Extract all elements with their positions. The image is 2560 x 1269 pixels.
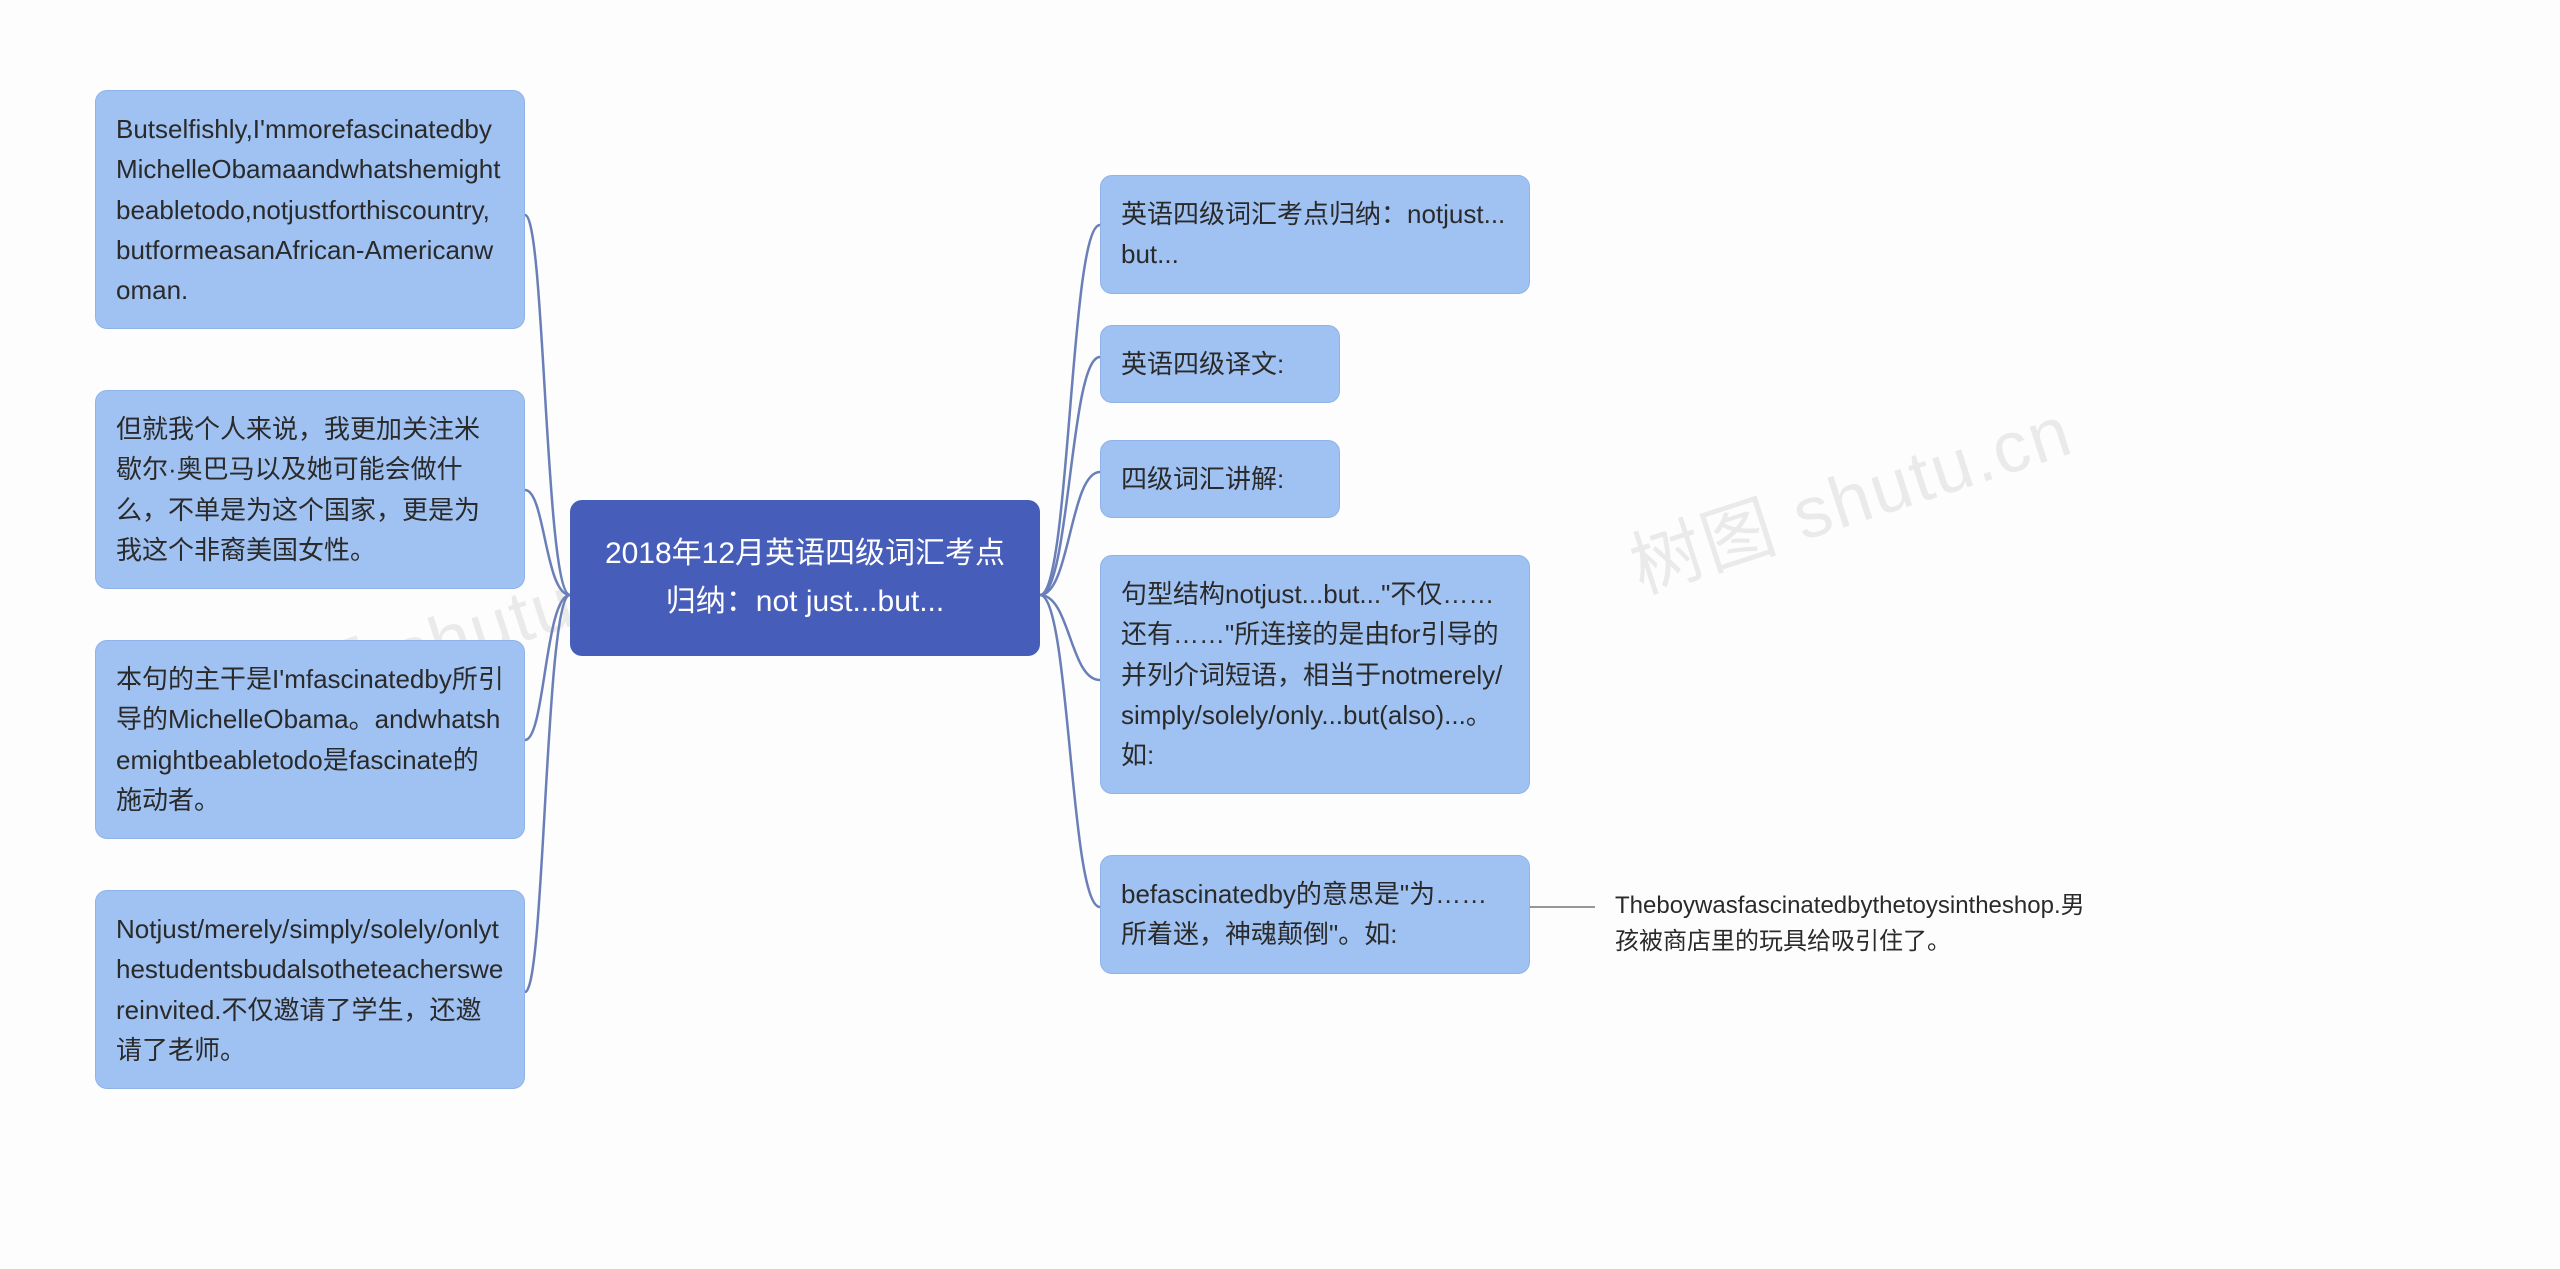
watermark: 树图 shutu.cn [1615, 372, 2083, 613]
right-node-1[interactable]: 英语四级词汇考点归纳：notjust...but... [1100, 175, 1530, 294]
left-node-1[interactable]: Butselfishly,I'mmorefascinatedbyMichelle… [95, 90, 525, 329]
right-node-2[interactable]: 英语四级译文: [1100, 325, 1340, 403]
left-node-3[interactable]: 本句的主干是I'mfascinatedby所引导的MichelleObama。a… [95, 640, 525, 839]
left-node-2[interactable]: 但就我个人来说，我更加关注米歇尔·奥巴马以及她可能会做什么，不单是为这个国家，更… [95, 390, 525, 589]
right-node-5[interactable]: befascinatedby的意思是"为……所着迷，神魂颠倒"。如: [1100, 855, 1530, 974]
right-node-4[interactable]: 句型结构notjust...but..."不仅……还有……"所连接的是由for引… [1100, 555, 1530, 794]
right-node-3[interactable]: 四级词汇讲解: [1100, 440, 1340, 518]
center-node[interactable]: 2018年12月英语四级词汇考点归纳：not just...but... [570, 500, 1040, 656]
left-node-4[interactable]: Notjust/merely/simply/solely/onlythestud… [95, 890, 525, 1089]
leaf-node[interactable]: Theboywasfascinatedbythetoysintheshop.男孩… [1595, 870, 2115, 978]
